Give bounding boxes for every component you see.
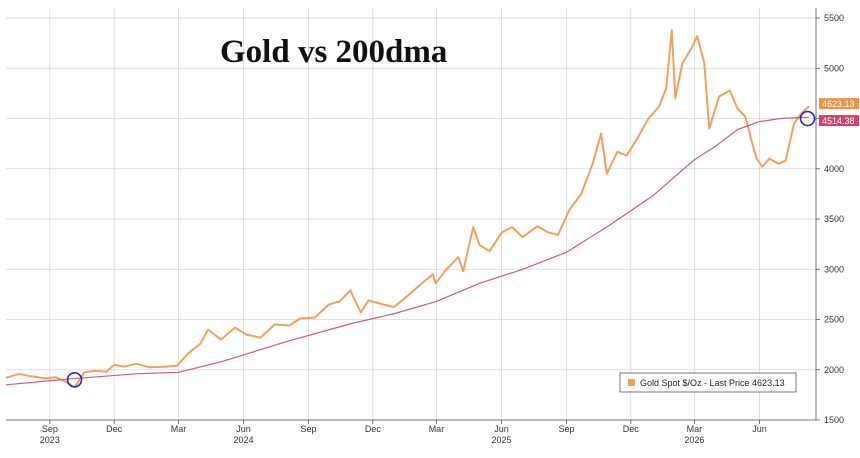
y-tick-label: 2500 bbox=[824, 315, 844, 325]
grid-layer bbox=[6, 8, 816, 421]
crossover-marker bbox=[799, 110, 816, 127]
x-tick-label: Mar bbox=[429, 424, 445, 434]
legend: Gold Spot $/Oz - Last Price 4623.13 bbox=[619, 372, 797, 393]
last-value-label: 4623.13 bbox=[822, 99, 855, 109]
x-tick-label: Sep bbox=[558, 424, 574, 434]
y-tick-label: 5500 bbox=[824, 13, 844, 23]
x-year-label: 2024 bbox=[233, 435, 253, 445]
gold-spot-line bbox=[5, 29, 810, 389]
last-value-tag bbox=[819, 115, 859, 127]
x-tick-label: Dec bbox=[623, 424, 640, 434]
x-year-label: 2026 bbox=[684, 435, 704, 445]
series-layer bbox=[5, 29, 810, 389]
x-tick-label: Mar bbox=[171, 424, 187, 434]
legend-swatch bbox=[628, 379, 635, 386]
x-tick-label: Dec bbox=[365, 424, 382, 434]
moving-average-200d-line bbox=[5, 116, 809, 386]
x-year-label: 2023 bbox=[40, 435, 60, 445]
legend-box bbox=[619, 372, 797, 393]
last-value-label: 4514.38 bbox=[822, 116, 855, 126]
y-tick-label: 4000 bbox=[824, 164, 844, 174]
x-tick-label: Mar bbox=[687, 424, 703, 434]
y-tick-label: 3000 bbox=[824, 264, 844, 274]
x-tick-label: Jun bbox=[494, 424, 509, 434]
x-tick-label: Sep bbox=[42, 424, 58, 434]
x-tick-label: Jun bbox=[236, 424, 251, 434]
legend-label: Gold Spot $/Oz - Last Price 4623.13 bbox=[640, 378, 785, 388]
x-tick-label: Dec bbox=[106, 424, 123, 434]
marker-layer bbox=[66, 110, 816, 388]
y-tick-label: 5000 bbox=[824, 63, 844, 73]
y-tick-label: 2000 bbox=[824, 365, 844, 375]
x-year-label: 2025 bbox=[491, 435, 511, 445]
x-tick-label: Sep bbox=[301, 424, 317, 434]
last-value-tag bbox=[819, 98, 859, 110]
axis-layer: 150020002500300035004000450050005500SepD… bbox=[6, 8, 859, 445]
x-tick-label: Jun bbox=[752, 424, 767, 434]
crossover-marker bbox=[66, 372, 83, 388]
y-tick-label: 1500 bbox=[824, 415, 844, 425]
chart-title: Gold vs 200dma bbox=[220, 34, 447, 70]
y-tick-label: 3500 bbox=[824, 214, 844, 224]
